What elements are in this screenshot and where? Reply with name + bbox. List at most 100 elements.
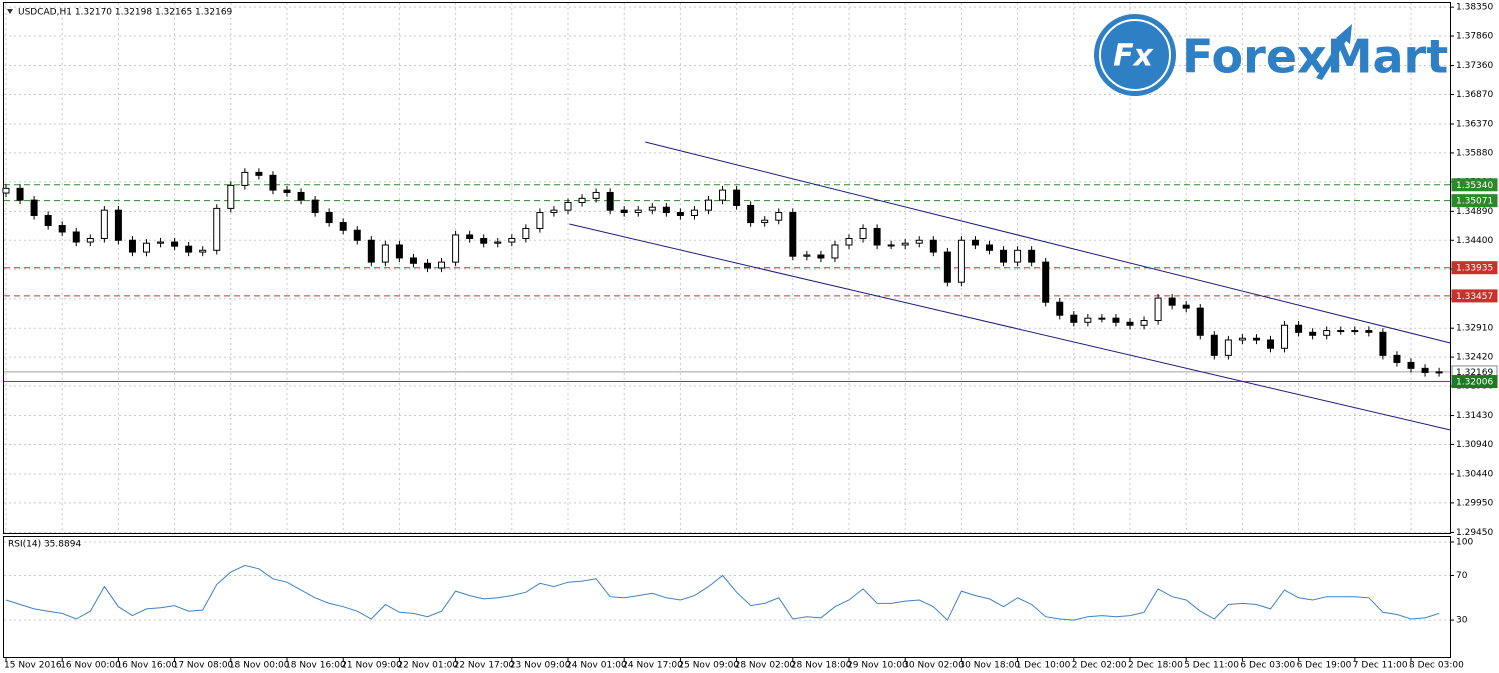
x-tick-label: 17 Nov 08:00: [173, 661, 234, 671]
candle-body: [381, 244, 389, 263]
level-label-box: [1451, 178, 1498, 192]
candle-body: [957, 239, 965, 283]
candle-body: [283, 189, 291, 193]
candle-body: [185, 245, 193, 253]
x-tick-label: 28 Nov 02:00: [735, 661, 796, 671]
candle-body: [1084, 317, 1092, 323]
candle-body: [676, 212, 684, 216]
x-tick-label: 1 Dec 10:00: [1016, 661, 1071, 671]
x-tick-label: 8 Dec 03:00: [1409, 661, 1464, 671]
candle-body: [1407, 361, 1415, 369]
candle-body: [1309, 331, 1317, 336]
rsi-panel-frame: [3, 536, 1451, 658]
candle-body: [171, 241, 179, 247]
y-tick-label: 1.34890: [1456, 207, 1493, 217]
candle-body: [58, 225, 66, 233]
candle-body: [929, 239, 937, 253]
candle-body: [44, 214, 52, 227]
candle-body: [353, 229, 361, 241]
candle-body: [747, 204, 755, 224]
candle-body: [887, 244, 895, 247]
level-label: 1.32006: [1456, 378, 1493, 388]
candle-body: [128, 239, 136, 253]
candle-body: [114, 209, 122, 241]
candle-body: [859, 227, 867, 239]
x-tick-label: 16 Nov 16:00: [116, 661, 177, 671]
candle-body: [1267, 339, 1274, 349]
level-label-box: [1451, 194, 1498, 208]
candle-body: [438, 261, 446, 269]
candle-body: [775, 212, 783, 221]
level-label-box: [1451, 261, 1498, 275]
candle-body: [494, 241, 502, 244]
candle-body: [1056, 301, 1064, 316]
y-tick-label: 1.34400: [1456, 236, 1493, 246]
candle-body: [705, 199, 712, 211]
logo-circle: [1094, 14, 1176, 96]
logo-ring: [1099, 19, 1171, 91]
candle-body: [339, 222, 347, 231]
logo-text: ForexMart: [1182, 30, 1448, 84]
candle-body: [1098, 317, 1106, 320]
x-tick-label: 24 Nov 17:00: [622, 661, 683, 671]
candle-body: [915, 239, 923, 244]
candle-body: [255, 171, 263, 176]
candle-body: [592, 191, 600, 199]
candle-body: [550, 209, 558, 214]
candle-body: [761, 219, 769, 224]
level-label: 1.33457: [1456, 292, 1493, 302]
candle-body: [1042, 261, 1050, 303]
x-tick-label: 16 Nov 00:00: [60, 661, 121, 671]
x-tick-label: 25 Nov 09:00: [678, 661, 739, 671]
candle-body: [662, 206, 670, 214]
x-tick-label: 5 Dec 11:00: [1184, 661, 1239, 671]
candle-body: [634, 209, 642, 214]
y-tick-label: 1.29450: [1456, 528, 1493, 538]
candle-body: [1421, 367, 1429, 373]
level-label: 1.33935: [1456, 264, 1493, 274]
candle-body: [1252, 337, 1260, 341]
candle-body: [1238, 337, 1246, 341]
x-tick-label: 22 Nov 17:00: [454, 661, 515, 671]
candle-body: [16, 187, 24, 201]
candle-body: [157, 241, 165, 244]
level-label: 1.35340: [1456, 181, 1493, 191]
y-tick-label: 30: [1456, 616, 1468, 626]
level-label: 1.32169: [1456, 368, 1493, 378]
candle-body: [1070, 314, 1078, 323]
symbol-menu-icon[interactable]: [7, 9, 13, 14]
y-tick-label: 1.32910: [1456, 324, 1493, 334]
logo-icon: Fx: [1113, 39, 1154, 74]
candle-body: [452, 234, 460, 263]
candle-body: [690, 209, 698, 216]
candle-body: [1295, 324, 1303, 333]
panel-title: RSI(14) 35.8894: [8, 540, 81, 550]
candle-body: [86, 237, 94, 243]
level-label-box: [1451, 289, 1498, 303]
channel-line: [645, 141, 1451, 344]
candle-body: [269, 174, 277, 191]
candle-body: [2, 187, 10, 194]
x-tick-label: 18 Nov 16:00: [285, 661, 346, 671]
y-tick-label: 100: [1456, 538, 1473, 548]
x-tick-label: 30 Nov 02:00: [903, 661, 964, 671]
y-tick-label: 1.37860: [1456, 32, 1493, 42]
candle-body: [943, 251, 951, 283]
x-tick-label: 29 Nov 10:00: [847, 661, 908, 671]
candle-body: [873, 227, 881, 246]
y-tick-label: 1.36870: [1456, 90, 1493, 100]
candle-body: [297, 191, 305, 201]
candle-body: [971, 239, 979, 246]
x-tick-label: 2 Dec 18:00: [1128, 661, 1183, 671]
candle-body: [1393, 354, 1401, 363]
y-tick-label: 1.36370: [1456, 119, 1493, 129]
candle-body: [1224, 339, 1232, 356]
candle-body: [100, 209, 108, 239]
x-tick-label: 2 Dec 02:00: [1072, 661, 1127, 671]
candle-body: [817, 254, 825, 259]
candle-body: [1323, 330, 1331, 336]
level-label-box: [1451, 375, 1498, 389]
candle-body: [1196, 307, 1204, 336]
x-tick-label: 15 Nov 2016: [4, 661, 62, 671]
